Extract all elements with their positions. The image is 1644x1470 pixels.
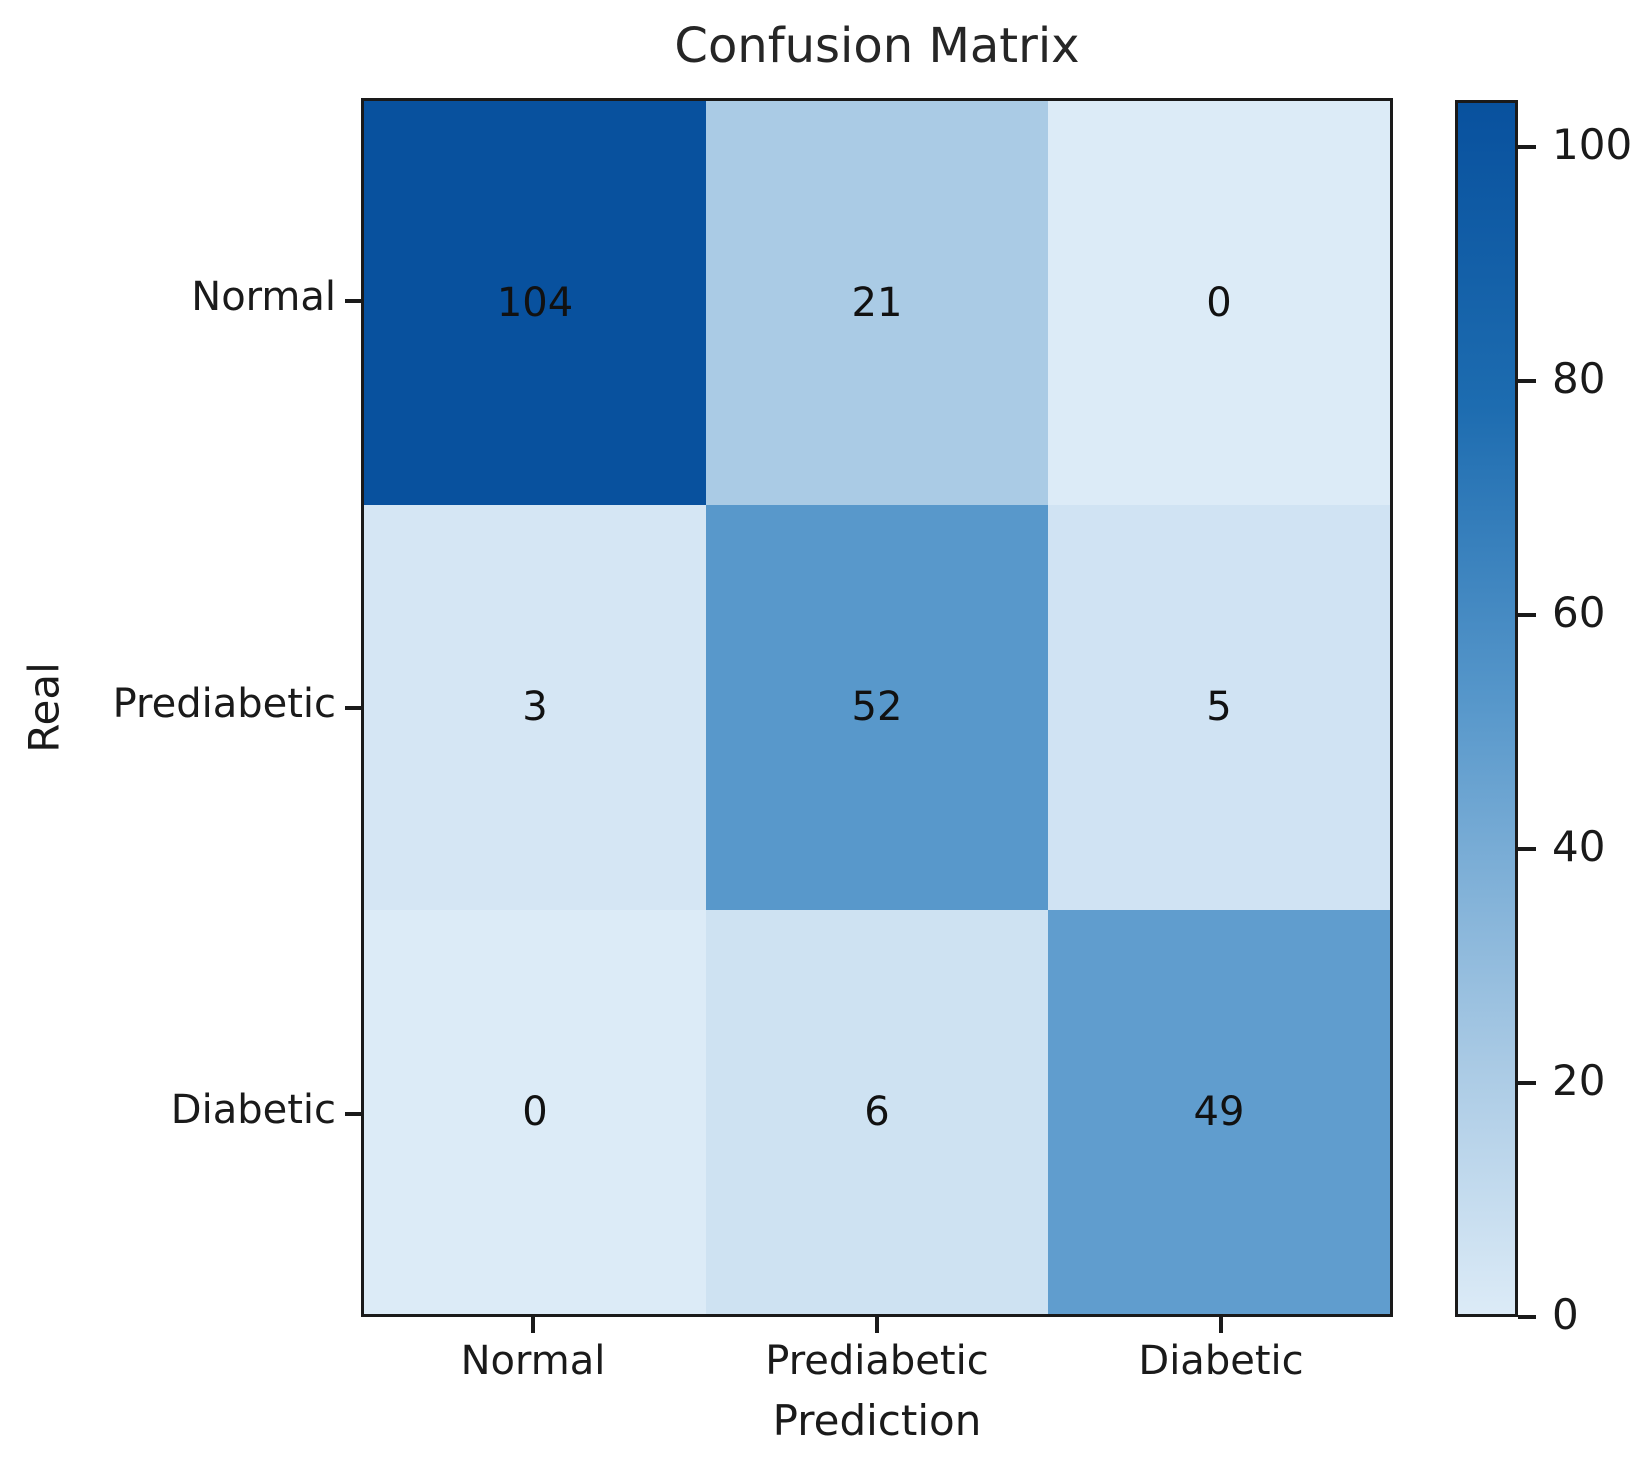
colorbar-tick-label: 60 bbox=[1552, 587, 1606, 637]
x-tick-mark bbox=[1219, 1317, 1223, 1333]
x-tick-label: Normal bbox=[460, 1338, 606, 1384]
matrix-cell-value: 21 bbox=[851, 280, 903, 327]
colorbar-tick-label: 0 bbox=[1552, 1290, 1579, 1339]
colorbar-tick-label: 20 bbox=[1552, 1055, 1606, 1105]
colorbar-tick-label: 80 bbox=[1552, 353, 1606, 403]
matrix-cell: 0 bbox=[1048, 101, 1390, 506]
matrix-cell-value: 49 bbox=[1193, 1088, 1245, 1135]
y-tick-label: Normal bbox=[191, 274, 336, 321]
colorbar-tick-label: 40 bbox=[1552, 821, 1606, 871]
colorbar-tick-mark bbox=[1518, 1080, 1536, 1085]
matrix-cell-value: 6 bbox=[864, 1088, 890, 1135]
matrix-cell-value: 104 bbox=[496, 280, 574, 327]
x-tick-mark bbox=[531, 1317, 535, 1333]
matrix-cell: 49 bbox=[1048, 909, 1390, 1314]
colorbar-tick-label: 100 bbox=[1552, 119, 1633, 169]
matrix-cell-value: 52 bbox=[851, 684, 903, 731]
colorbar-tick-mark bbox=[1518, 144, 1536, 149]
colorbar-tick-mark bbox=[1518, 612, 1536, 617]
y-tick-mark bbox=[345, 1111, 361, 1116]
y-tick-label: Prediabetic bbox=[112, 680, 336, 727]
matrix-cell: 52 bbox=[706, 505, 1048, 910]
matrix-cell: 5 bbox=[1048, 505, 1390, 910]
matrix-cell: 0 bbox=[364, 909, 706, 1314]
heatmap-grid: 104 21 0 3 52 5 0 6 49 bbox=[361, 98, 1393, 1317]
y-tick-mark bbox=[345, 705, 361, 710]
x-tick-label: Prediabetic bbox=[765, 1338, 989, 1384]
x-axis-label: Prediction bbox=[772, 1396, 982, 1445]
x-tick-label: Diabetic bbox=[1138, 1338, 1304, 1384]
colorbar-tick-mark bbox=[1518, 846, 1536, 851]
matrix-cell: 104 bbox=[364, 101, 706, 506]
y-tick-label: Diabetic bbox=[170, 1086, 336, 1133]
matrix-cell-value: 5 bbox=[1206, 684, 1232, 731]
chart-title: Confusion Matrix bbox=[674, 18, 1080, 74]
matrix-cell-value: 0 bbox=[1206, 280, 1232, 327]
colorbar-tick-mark bbox=[1518, 1315, 1536, 1319]
colorbar-tick-mark bbox=[1518, 378, 1536, 383]
matrix-cell: 3 bbox=[364, 505, 706, 910]
x-tick-mark bbox=[875, 1317, 879, 1333]
matrix-cell-value: 3 bbox=[522, 684, 548, 731]
matrix-cell: 21 bbox=[706, 101, 1048, 506]
y-tick-mark bbox=[345, 299, 361, 304]
matrix-cell: 6 bbox=[706, 909, 1048, 1314]
matrix-cell-value: 0 bbox=[522, 1088, 548, 1135]
colorbar-gradient bbox=[1455, 100, 1518, 1317]
